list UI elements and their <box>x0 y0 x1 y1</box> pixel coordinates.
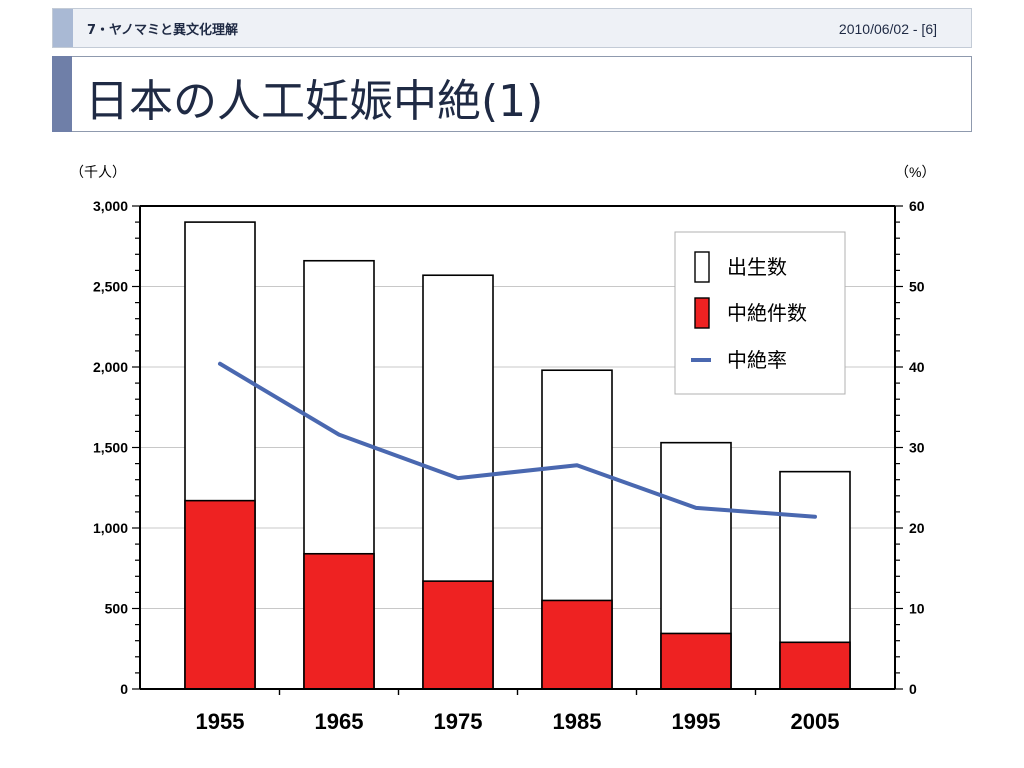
x-tick-label-1955: 1955 <box>196 709 245 734</box>
title-accent <box>52 56 72 132</box>
y-axis-right-label: （%） <box>895 164 935 180</box>
slide-date: 2010/06/02 - [6] <box>838 21 937 37</box>
y-right-tick-label: 50 <box>909 279 925 295</box>
chart-rate-line <box>218 361 817 519</box>
x-tick-label-1965: 1965 <box>315 709 364 734</box>
y-right-tick-label: 20 <box>909 520 925 536</box>
y-right-tick-label: 60 <box>909 198 925 214</box>
bar-abortions-1975 <box>422 580 494 690</box>
legend-swatch-births <box>694 251 710 283</box>
legend-label-rate: 中絶率 <box>727 349 787 372</box>
slide-title-box: 日本の人工妊娠中絶(1) <box>52 56 972 132</box>
x-tick-label-1975: 1975 <box>434 709 483 734</box>
y-left-tick-label: 2,500 <box>93 279 128 295</box>
x-tick-label-1985: 1985 <box>553 709 602 734</box>
bar-abortions-1955 <box>184 499 256 690</box>
y-left-tick-label: 500 <box>105 601 129 617</box>
line-abortion-rate <box>218 361 817 519</box>
chart: 0 500 1,000 1,500 2,000 2,500 3,000 0 10 20 30 40 50… <box>70 164 935 734</box>
y-right-tick-label: 40 <box>909 359 925 375</box>
x-tick-label-2005: 2005 <box>791 709 840 734</box>
y-right-tick-label: 0 <box>909 681 917 697</box>
y-axis-left-label: （千人） <box>70 164 126 180</box>
y-left-tick-label: 3,000 <box>93 198 128 214</box>
y-right-tick-label: 10 <box>909 601 925 617</box>
y-left-tick-label: 0 <box>120 681 128 697</box>
chart-tick-labels: 0 500 1,000 1,500 2,000 2,500 3,000 0 10 20 30 40 50… <box>93 198 925 734</box>
y-left-tick-label: 1,500 <box>93 440 128 456</box>
section-label: 7・ヤノマミと異文化理解 <box>87 23 239 38</box>
chart-axes <box>132 205 903 695</box>
legend-label-births: 出生数 <box>727 256 787 279</box>
legend-swatch-abortions <box>694 297 710 329</box>
bar-abortions-2005 <box>779 641 851 690</box>
slide-header: 7・ヤノマミと異文化理解 2010/06/02 - [6] <box>52 8 972 48</box>
y-right-tick-label: 30 <box>909 440 925 456</box>
bar-abortions-1995 <box>660 632 732 690</box>
bar-abortions-1965 <box>303 552 375 690</box>
x-tick-label-1995: 1995 <box>672 709 721 734</box>
y-left-tick-label: 2,000 <box>93 359 128 375</box>
header-accent <box>53 9 73 47</box>
bar-abortions-1985 <box>541 599 613 690</box>
legend-label-abortions: 中絶件数 <box>727 302 807 325</box>
y-left-tick-label: 1,000 <box>93 520 128 536</box>
slide-title: 日本の人工妊娠中絶(1) <box>85 76 544 127</box>
chart-bars <box>184 221 851 690</box>
